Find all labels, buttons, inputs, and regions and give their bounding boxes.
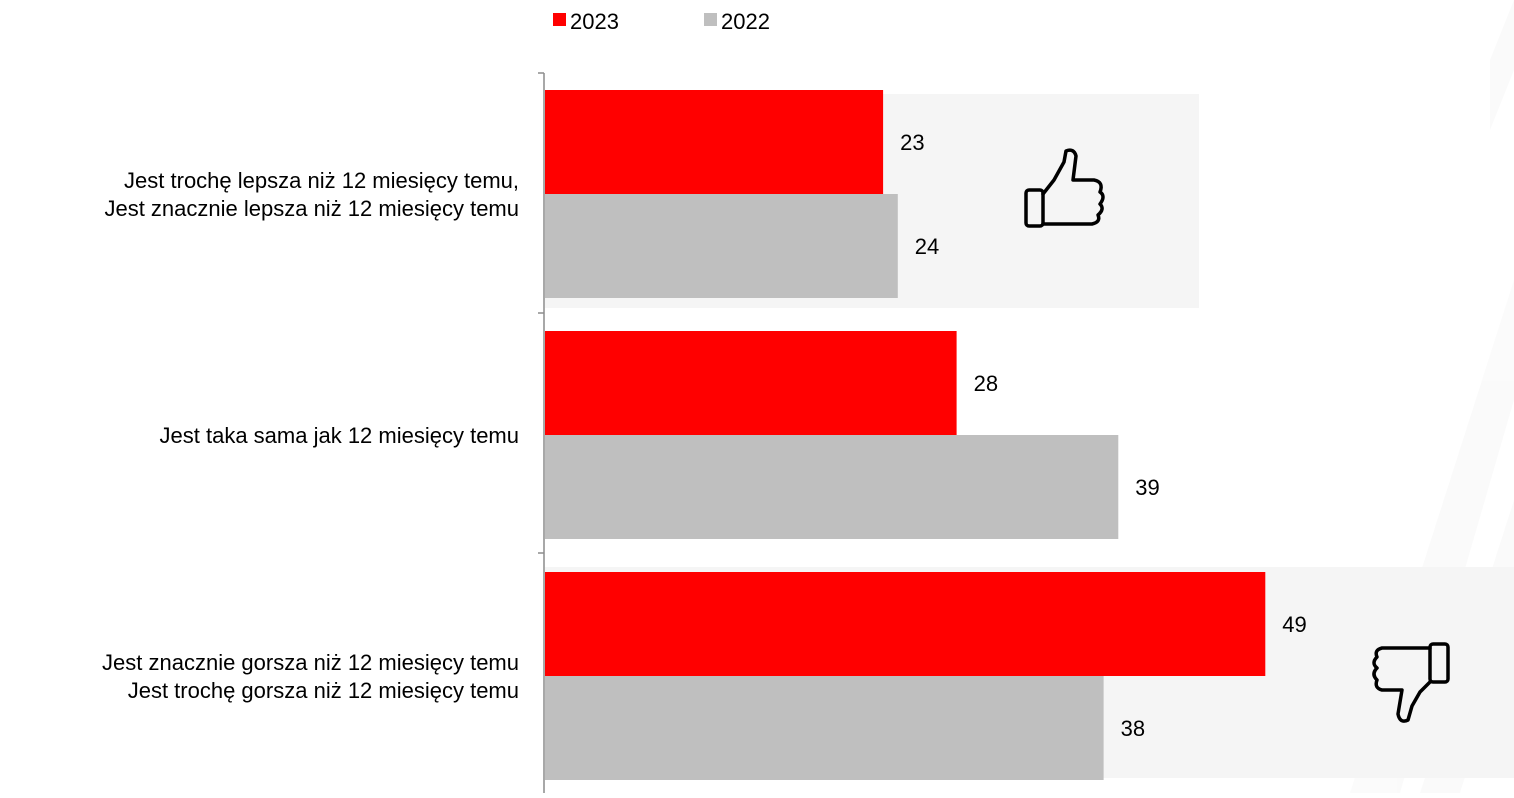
bar-2023-cat2 xyxy=(545,572,1266,676)
data-label-2023-cat2: 49 xyxy=(1282,612,1306,637)
y-axis xyxy=(538,72,545,793)
legend-swatch-2022 xyxy=(704,13,717,26)
data-label-2023-cat1: 28 xyxy=(974,371,998,396)
bar-2022-cat2 xyxy=(545,676,1104,780)
data-label-2023-cat0: 23 xyxy=(900,130,924,155)
legend: 2023 2022 xyxy=(553,9,770,34)
data-label-2022-cat0: 24 xyxy=(915,234,939,259)
data-label-2022-cat1: 39 xyxy=(1135,475,1159,500)
thumbs-down-icon xyxy=(1372,642,1450,723)
legend-label-2023: 2023 xyxy=(570,9,619,34)
category-label-0-line1: Jest znacznie lepsza niż 12 miesięcy tem… xyxy=(104,196,519,221)
category-label-2-line0: Jest znacznie gorsza niż 12 miesięcy tem… xyxy=(102,650,519,675)
legend-label-2022: 2022 xyxy=(721,9,770,34)
category-labels-layer: Jest trochę lepsza niż 12 miesięcy temu,… xyxy=(102,168,519,703)
bar-2023-cat0 xyxy=(545,90,884,194)
bar-2022-cat0 xyxy=(545,194,898,298)
legend-swatch-2023 xyxy=(553,13,566,26)
bar-2022-cat1 xyxy=(545,435,1119,539)
data-labels-layer: 23 24 28 39 49 38 xyxy=(900,130,1307,741)
bar-2023-cat1 xyxy=(545,331,957,435)
category-label-1-line0: Jest taka sama jak 12 miesięcy temu xyxy=(160,423,519,448)
bars-layer xyxy=(545,90,1266,780)
thumbs-up-icon xyxy=(1024,148,1105,228)
category-label-0-line0: Jest trochę lepsza niż 12 miesięcy temu, xyxy=(124,168,519,193)
data-label-2022-cat2: 38 xyxy=(1121,716,1145,741)
category-label-2-line1: Jest trochę gorsza niż 12 miesięcy temu xyxy=(128,678,519,703)
